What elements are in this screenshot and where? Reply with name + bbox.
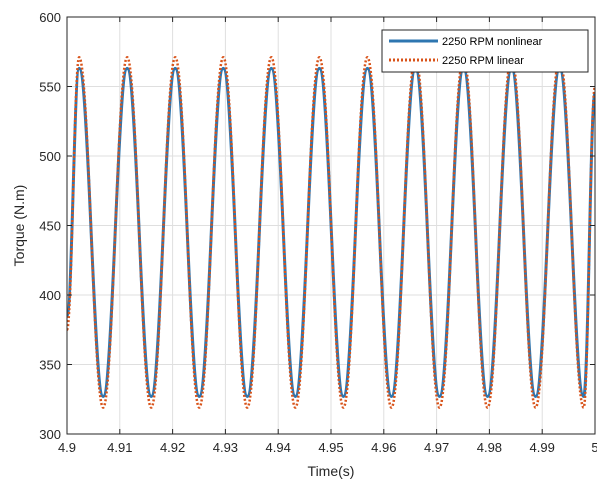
legend-label-nonlinear: 2250 RPM nonlinear — [442, 36, 543, 48]
x-tick-label: 4.97 — [424, 440, 449, 455]
y-tick-label: 500 — [39, 149, 61, 164]
x-tick-label: 4.98 — [477, 440, 502, 455]
x-tick-label: 4.99 — [530, 440, 555, 455]
y-tick-label: 550 — [39, 80, 61, 95]
x-tick-label: 5 — [591, 440, 597, 455]
x-tick-label: 4.94 — [266, 440, 291, 455]
axis-ticks: 4.9 4.91 4.92 4.93 4.94 4.95 4.96 4.97 4.98 4.99 5… — [39, 10, 597, 455]
y-tick-label: 450 — [39, 219, 61, 234]
y-tick-label: 300 — [39, 427, 61, 442]
x-tick-label: 4.93 — [213, 440, 238, 455]
legend-label-linear: 2250 RPM linear — [442, 55, 524, 67]
legend: 2250 RPM nonlinear 2250 RPM linear — [381, 29, 589, 73]
x-tick-label: 4.96 — [371, 440, 396, 455]
y-tick-label: 400 — [39, 288, 61, 303]
y-axis-title: Torque (N.m) — [11, 185, 27, 267]
x-tick-label: 4.91 — [107, 440, 132, 455]
x-tick-label: 4.9 — [58, 440, 76, 455]
x-axis-title: Time(s) — [308, 463, 355, 479]
x-tick-label: 4.92 — [160, 440, 185, 455]
legend-box — [381, 29, 589, 73]
x-tick-label: 4.95 — [318, 440, 343, 455]
series-lines — [67, 56, 595, 409]
y-tick-label: 600 — [39, 10, 61, 25]
y-tick-label: 350 — [39, 358, 61, 373]
